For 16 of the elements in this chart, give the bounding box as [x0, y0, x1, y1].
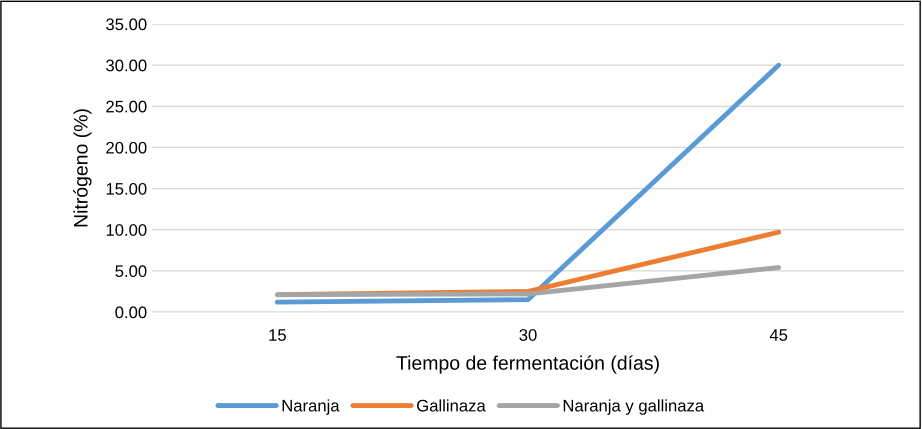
y-tick-label: 30.00 — [106, 60, 146, 72]
y-tick-label: 0.00 — [115, 306, 146, 318]
x-axis-title: Tiempo de fermentación (días) — [396, 355, 659, 374]
legend-label: Gallinaza — [417, 399, 486, 412]
y-tick-label: 5.00 — [115, 265, 146, 278]
legend-label: Naranja — [282, 399, 340, 415]
y-tick-label: 15.00 — [106, 182, 146, 195]
x-tick-label: 45 — [770, 329, 788, 341]
legend-label: Naranja y gallinaza — [564, 399, 704, 415]
y-tick-label: 10.00 — [106, 224, 146, 236]
y-tick-label: 20.00 — [106, 142, 146, 154]
x-tick-label: 30 — [519, 329, 537, 341]
y-tick-label: 25.00 — [106, 100, 146, 112]
y-tick-label: 35.00 — [106, 18, 146, 30]
y-axis-title: Nitrógeno (%) — [73, 109, 92, 226]
x-tick-label: 15 — [269, 329, 286, 341]
